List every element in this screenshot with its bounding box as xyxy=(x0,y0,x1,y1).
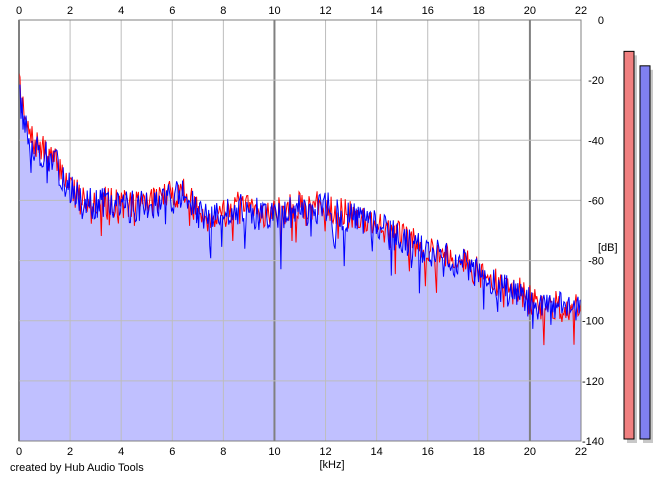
x-tick-label-top: 16 xyxy=(422,5,434,17)
y-tick-label: -40 xyxy=(588,135,604,147)
x-tick-label-bottom: 0 xyxy=(16,446,22,458)
x-tick-label-top: 22 xyxy=(575,5,587,17)
x-tick-label-top: 18 xyxy=(473,5,485,17)
y-tick-label: -80 xyxy=(588,256,604,268)
x-tick-label-top: 20 xyxy=(524,5,536,17)
x-tick-label-bottom: 2 xyxy=(67,446,73,458)
x-tick-label-bottom: 14 xyxy=(371,446,383,458)
plot-frame xyxy=(18,19,582,442)
x-tick-label-bottom: 18 xyxy=(473,446,485,458)
level-meter-left xyxy=(623,50,635,440)
y-tick-label: -120 xyxy=(582,376,604,388)
y-tick-label: -60 xyxy=(588,195,604,207)
y-axis-unit: [dB] xyxy=(598,242,618,254)
level-meter-right xyxy=(639,65,651,440)
x-tick-label-bottom: 22 xyxy=(575,446,587,458)
x-tick-label-bottom: 6 xyxy=(169,446,175,458)
y-tick-label: 0 xyxy=(598,15,604,27)
x-tick-label-top: 12 xyxy=(319,5,331,17)
x-axis-unit: [kHz] xyxy=(319,459,344,471)
x-tick-label-bottom: 10 xyxy=(268,446,280,458)
x-tick-label-top: 2 xyxy=(67,5,73,17)
x-tick-label-top: 10 xyxy=(268,5,280,17)
x-tick-label-bottom: 8 xyxy=(220,446,226,458)
credit-label: created by Hub Audio Tools xyxy=(10,462,144,474)
y-tick-label: -100 xyxy=(582,316,604,328)
series-line-blue xyxy=(18,84,582,329)
x-tick-label-bottom: 4 xyxy=(118,446,124,458)
spectrum-fill-area xyxy=(19,84,581,441)
x-tick-label-top: 4 xyxy=(118,5,124,17)
y-tick-label: -20 xyxy=(588,75,604,87)
x-tick-label-top: 14 xyxy=(371,5,383,17)
x-tick-label-bottom: 12 xyxy=(319,446,331,458)
y-tick-label: -140 xyxy=(582,436,604,448)
x-tick-label-top: 6 xyxy=(169,5,175,17)
x-tick-label-bottom: 20 xyxy=(524,446,536,458)
x-tick-label-top: 8 xyxy=(220,5,226,17)
x-tick-label-bottom: 16 xyxy=(422,446,434,458)
x-tick-label-top: 0 xyxy=(16,5,22,17)
